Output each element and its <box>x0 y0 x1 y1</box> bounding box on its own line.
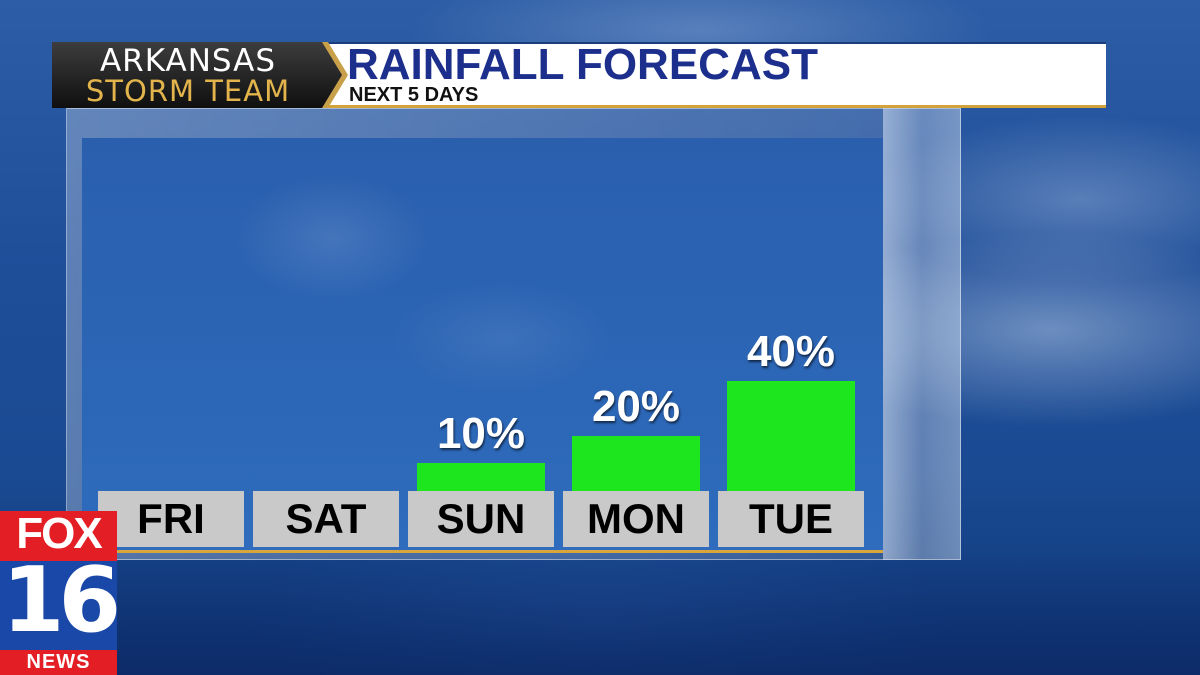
day-label-tue: TUE <box>718 491 864 547</box>
chart-subtitle: NEXT 5 DAYS <box>349 84 479 106</box>
day-label-sun: SUN <box>408 491 554 547</box>
fox16-logo-channel: 16 <box>1 548 121 653</box>
value-label-tue: 40% <box>746 327 836 376</box>
chart-baseline <box>82 550 883 553</box>
water-background <box>0 555 1200 675</box>
glass-side-panel <box>883 108 961 560</box>
fox16-logo-news: NEWS <box>0 650 117 675</box>
storm-team-logo <box>52 42 342 108</box>
value-label-mon: 20% <box>591 382 681 431</box>
bar-sun <box>417 463 545 491</box>
logo-line-storm-team: STORM TEAM <box>85 74 291 108</box>
fox16-logo-network: FOX <box>16 509 102 558</box>
day-label-sat: SAT <box>253 491 399 547</box>
logo-line-arkansas: ARKANSAS <box>99 43 277 79</box>
bar-tue <box>727 381 855 491</box>
bar-mon <box>572 436 700 491</box>
fox16-logo-red-band <box>0 511 117 561</box>
day-label-mon: MON <box>563 491 709 547</box>
chart-title: RAINFALL FORECAST <box>347 40 818 89</box>
value-label-sun: 10% <box>436 409 526 458</box>
day-label-fri: FRI <box>98 491 244 547</box>
